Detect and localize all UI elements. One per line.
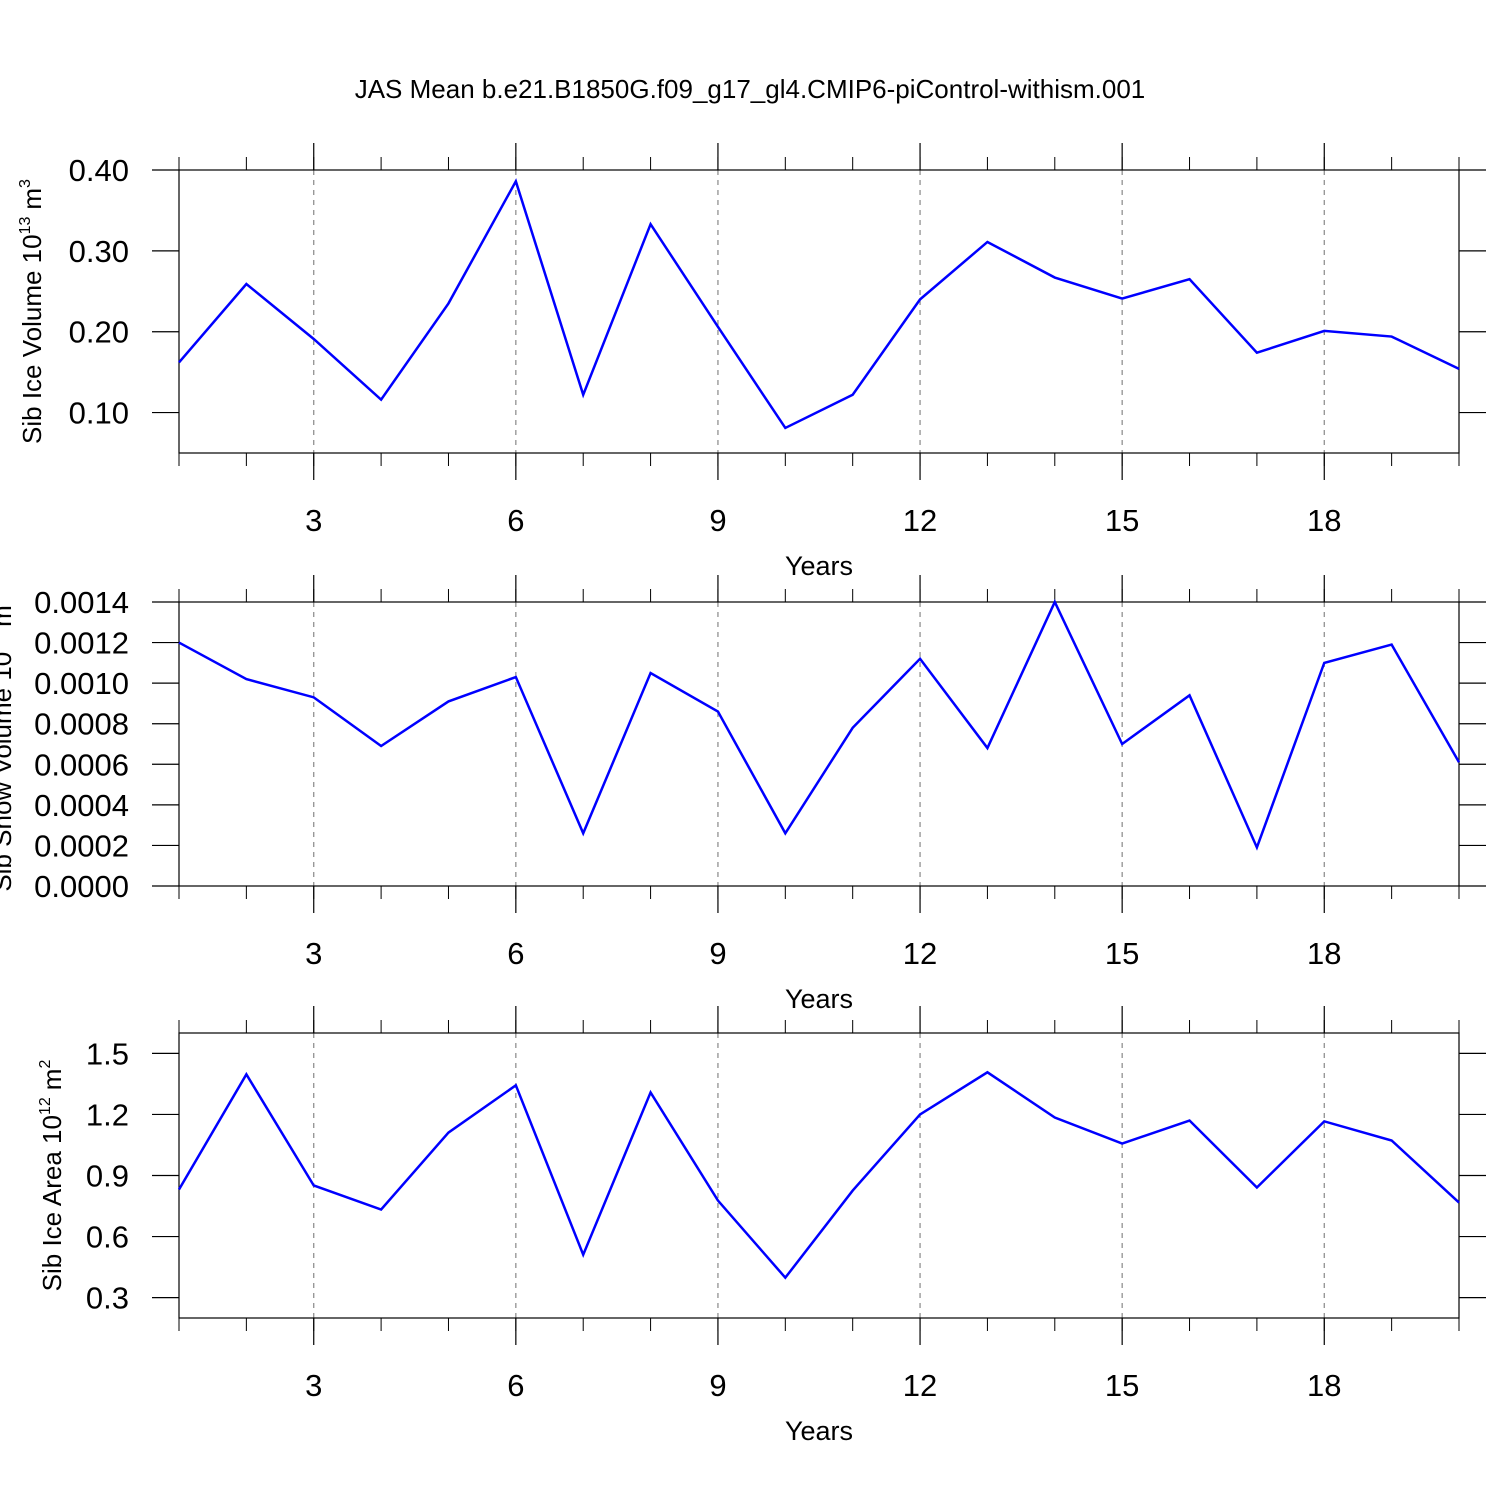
x-tick-label: 9 [709, 1368, 726, 1403]
x-tick-label: 6 [507, 936, 524, 971]
y-tick-label: 0.10 [69, 396, 129, 431]
y-tick-label: 0.40 [69, 153, 129, 188]
y-tick-label: 0.20 [69, 315, 129, 350]
y-axis-label-group: Sib Snow Volume 1013 m3 [0, 596, 17, 891]
figure-title: JAS Mean b.e21.B1850G.f09_g17_gl4.CMIP6-… [355, 74, 1146, 104]
x-tick-label: 6 [507, 503, 524, 538]
y-tick-label: 0.6 [86, 1220, 129, 1255]
y-axis-label-unit-exp: 2 [37, 1060, 54, 1069]
x-tick-label: 18 [1307, 936, 1341, 971]
y-tick-label: 0.9 [86, 1159, 129, 1194]
y-axis-label-text: Sib Ice Volume 10 [17, 234, 47, 444]
y-tick-label: 0.0006 [34, 747, 129, 782]
x-tick-label: 18 [1307, 503, 1341, 538]
y-axis-label-exp: 13 [17, 217, 34, 235]
y-axis-label: Sib Ice Area 1012 m2 [37, 1060, 67, 1292]
y-axis-label-text: Sib Snow Volume 10 [0, 652, 17, 892]
x-tick-label: 15 [1105, 1368, 1139, 1403]
y-axis-label-unit: m [37, 1069, 67, 1091]
y-axis-label-group: Sib Ice Volume 1013 m3 [17, 179, 47, 444]
y-axis-label: Sib Ice Volume 1013 m3 [17, 179, 47, 444]
y-tick-label: 1.5 [86, 1036, 129, 1071]
y-axis-label-unit: m [17, 188, 47, 210]
data-line [177, 1070, 1460, 1280]
y-tick-label: 0.3 [86, 1281, 129, 1316]
x-tick-label: 3 [305, 503, 322, 538]
data-line [178, 599, 1461, 851]
x-axis-label: Years [785, 984, 853, 1014]
x-tick-label: 15 [1105, 503, 1139, 538]
y-axis-label-exp: 12 [37, 1097, 54, 1115]
y-tick-label: 1.2 [86, 1097, 129, 1132]
x-axis-label: Years [785, 551, 853, 581]
plot-frame [178, 169, 1460, 454]
y-axis-label-unit: m [0, 605, 17, 627]
x-tick-label: 6 [507, 1368, 524, 1403]
x-tick-label: 12 [903, 1368, 937, 1403]
x-axis-label: Years [785, 1416, 853, 1446]
y-tick-label: 0.0004 [34, 788, 129, 823]
y-axis-label-unit-exp: 3 [0, 596, 4, 605]
y-axis-label-text: Sib Ice Area 10 [37, 1115, 67, 1291]
y-tick-label: 0.0008 [34, 707, 129, 742]
y-tick-label: 0.0000 [34, 869, 129, 904]
y-axis-label-group: Sib Ice Area 1012 m2 [37, 1060, 67, 1292]
x-tick-label: 12 [903, 503, 937, 538]
x-tick-label: 9 [709, 503, 726, 538]
y-tick-label: 0.0002 [34, 828, 129, 863]
y-tick-label: 0.0012 [34, 626, 129, 661]
plot-frame [178, 1032, 1460, 1319]
y-axis-label-exp: 13 [0, 634, 4, 652]
y-tick-label: 0.0014 [34, 585, 129, 620]
x-tick-label: 15 [1105, 936, 1139, 971]
y-axis-label: Sib Snow Volume 1013 m3 [0, 596, 17, 891]
x-tick-label: 9 [709, 936, 726, 971]
data-line [178, 178, 1460, 430]
x-tick-label: 18 [1307, 1368, 1341, 1403]
y-tick-label: 0.0010 [34, 666, 129, 701]
x-tick-label: 3 [305, 936, 322, 971]
y-tick-label: 0.30 [69, 234, 129, 269]
x-tick-label: 3 [305, 1368, 322, 1403]
x-tick-label: 12 [903, 936, 937, 971]
y-axis-label-unit-exp: 3 [17, 179, 34, 188]
plot-frame [178, 601, 1460, 887]
